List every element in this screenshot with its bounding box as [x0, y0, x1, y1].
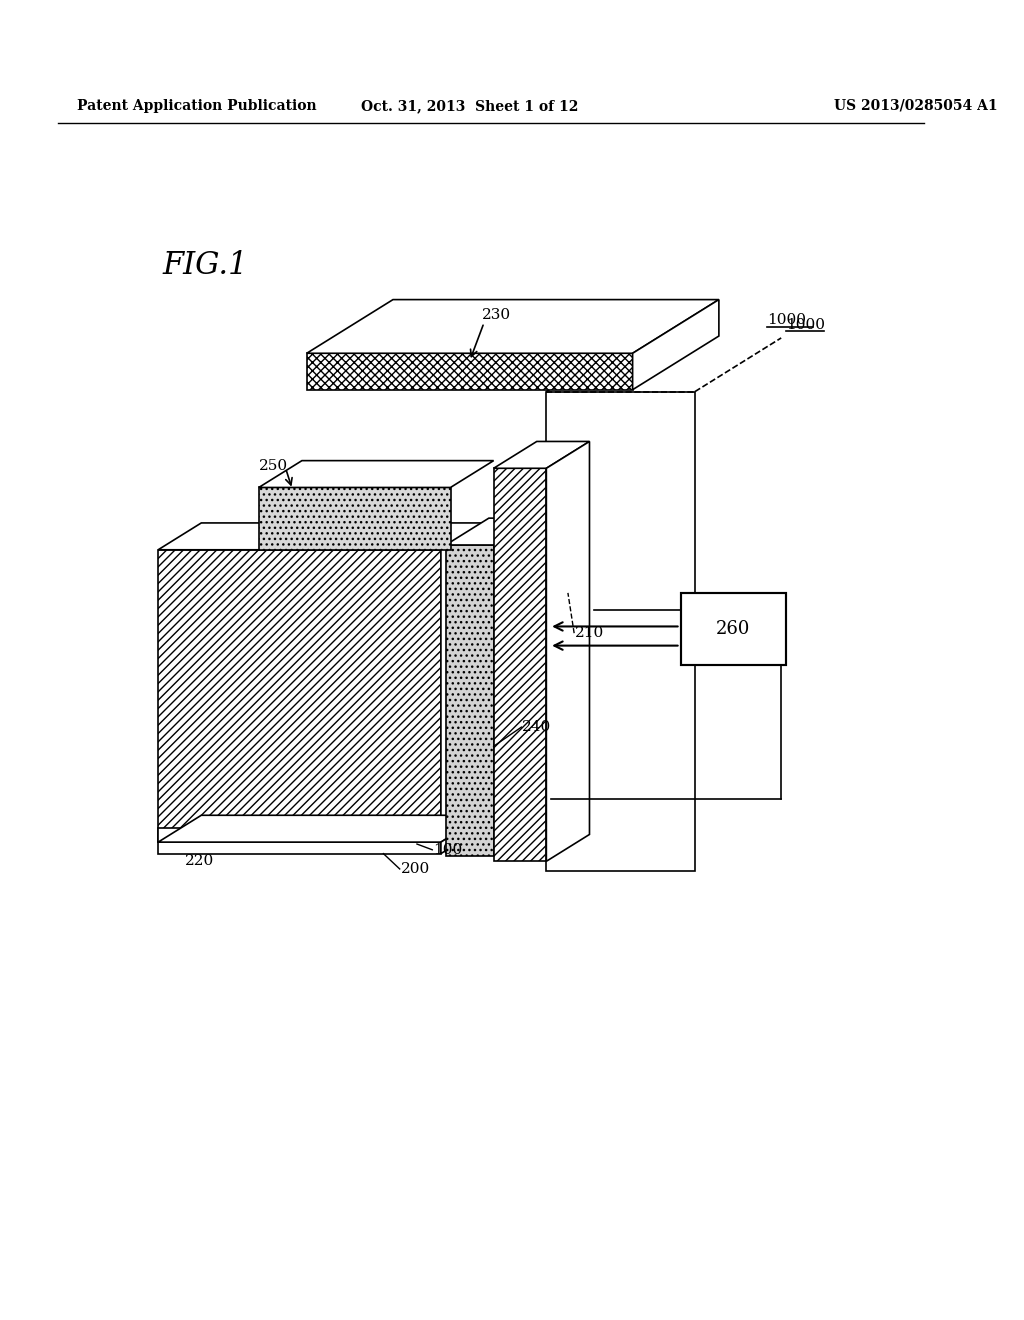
Text: 220: 220 — [185, 854, 214, 869]
Text: 1000: 1000 — [786, 318, 825, 331]
Text: US 2013/0285054 A1: US 2013/0285054 A1 — [834, 99, 997, 114]
Bar — [445, 545, 494, 857]
Polygon shape — [494, 441, 590, 469]
Polygon shape — [158, 816, 484, 842]
Bar — [681, 593, 786, 665]
Text: 1000: 1000 — [767, 313, 806, 327]
Text: Patent Application Publication: Patent Application Publication — [77, 99, 316, 114]
Bar — [547, 392, 695, 871]
Bar — [307, 354, 633, 389]
Text: Oct. 31, 2013  Sheet 1 of 12: Oct. 31, 2013 Sheet 1 of 12 — [361, 99, 579, 114]
Bar — [158, 828, 508, 842]
Text: 100: 100 — [433, 842, 463, 857]
Polygon shape — [547, 441, 590, 861]
Polygon shape — [259, 461, 494, 487]
Text: 240: 240 — [522, 721, 552, 734]
Polygon shape — [441, 523, 484, 842]
Text: 230: 230 — [482, 308, 511, 322]
Polygon shape — [441, 816, 484, 854]
Polygon shape — [307, 300, 719, 354]
Text: 260: 260 — [716, 620, 751, 638]
Bar — [158, 842, 441, 854]
Text: 250: 250 — [259, 459, 288, 474]
Bar — [259, 487, 451, 549]
Polygon shape — [633, 300, 719, 389]
Text: FIG.1: FIG.1 — [163, 249, 249, 281]
Polygon shape — [158, 523, 484, 549]
Text: 200: 200 — [400, 862, 430, 876]
Bar — [494, 469, 547, 861]
Text: 210: 210 — [575, 626, 604, 640]
Polygon shape — [445, 519, 537, 545]
Bar — [158, 549, 441, 842]
